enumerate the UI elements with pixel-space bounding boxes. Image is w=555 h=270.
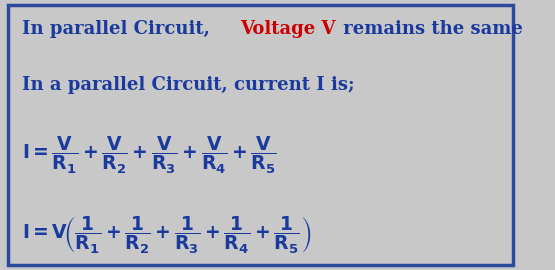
Text: In a parallel Circuit, current I is;: In a parallel Circuit, current I is; — [22, 76, 355, 94]
Text: $\mathbf{I = \dfrac{V}{R_1} + \dfrac{V}{R_2} + \dfrac{V}{R_3} + \dfrac{V}{R_4} +: $\mathbf{I = \dfrac{V}{R_1} + \dfrac{V}{… — [22, 135, 277, 176]
Text: Voltage V: Voltage V — [240, 20, 336, 38]
Text: In parallel Circuit,: In parallel Circuit, — [22, 20, 216, 38]
FancyBboxPatch shape — [8, 5, 513, 265]
Text: remains the same: remains the same — [337, 20, 523, 38]
Text: $\mathbf{I = V\!\left(\dfrac{1}{R_1} + \dfrac{1}{R_2} + \dfrac{1}{R_3} + \dfrac{: $\mathbf{I = V\!\left(\dfrac{1}{R_1} + \… — [22, 215, 311, 256]
